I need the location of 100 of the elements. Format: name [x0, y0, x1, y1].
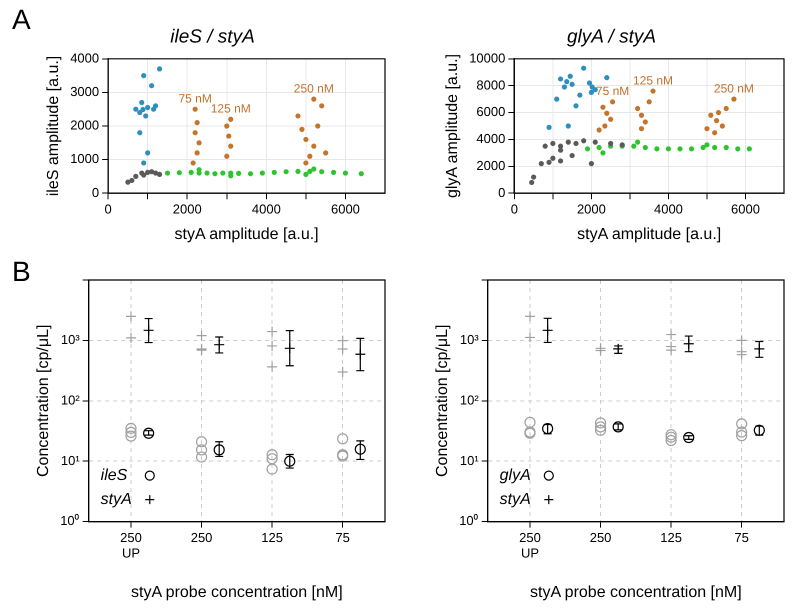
x-tick-label: 250 UP [519, 530, 541, 561]
point [176, 170, 182, 176]
x-tick-label: 125 [261, 530, 283, 545]
point [358, 171, 364, 176]
point [311, 166, 316, 172]
y-tick-label: 10¹ [60, 452, 80, 468]
point [604, 110, 610, 116]
point [554, 96, 560, 102]
point [542, 144, 548, 149]
y-tick-label: 10⁰ [60, 513, 80, 528]
point [531, 174, 536, 180]
point [642, 119, 648, 125]
point [319, 103, 324, 108]
point [600, 150, 606, 156]
point [712, 130, 718, 136]
point [562, 84, 568, 90]
point [164, 170, 170, 176]
y-axis-title: ileS amplitude [a.u.] [45, 56, 62, 196]
point [546, 160, 552, 165]
point [635, 140, 640, 145]
point [330, 170, 336, 175]
legend-label: glyA [500, 467, 531, 484]
point [592, 140, 598, 145]
point [194, 120, 200, 126]
point [566, 140, 571, 145]
x-tick-label: 250 [590, 530, 612, 545]
x-tick-label: 0 [510, 202, 518, 217]
x-tick-label: 250 [190, 530, 212, 545]
y-tick-label: 0 [498, 184, 506, 200]
text: B [12, 256, 31, 288]
x-tick-label: 4000 [252, 202, 281, 217]
point [635, 106, 640, 112]
point [228, 116, 234, 122]
point [546, 124, 552, 130]
point [129, 178, 134, 184]
annotation: 125 nM [633, 73, 674, 88]
x-tick-label: 2000 [172, 202, 202, 217]
x-tick-label: 250 UP [120, 530, 142, 561]
point [190, 160, 196, 166]
y-tick-label: 8000 [476, 77, 506, 92]
point [194, 150, 200, 156]
point [307, 154, 312, 159]
point [529, 180, 534, 186]
y-tick-label: 10² [460, 392, 480, 408]
point [152, 103, 158, 108]
point [248, 171, 254, 176]
point [224, 154, 230, 159]
point [342, 170, 348, 176]
point [638, 112, 644, 118]
point [570, 82, 575, 87]
point [568, 74, 573, 79]
x-axis-title: styA amplitude [a.u.] [577, 226, 722, 243]
y-tick-label: 10⁰ [459, 513, 479, 528]
point [295, 168, 301, 174]
point [666, 146, 672, 152]
legend-label: ileS [100, 467, 128, 484]
point [303, 172, 308, 177]
point [570, 152, 575, 158]
point [141, 73, 146, 78]
x-tick-label: 4000 [654, 202, 683, 217]
point [303, 160, 308, 166]
point [311, 96, 316, 102]
point [137, 110, 142, 116]
point [724, 144, 729, 150]
point [708, 112, 714, 118]
point [303, 136, 308, 142]
point [149, 83, 154, 88]
point [724, 106, 729, 112]
point [596, 144, 602, 150]
x-tick-label: 75 [734, 530, 749, 545]
point [688, 146, 694, 152]
text: A [12, 4, 31, 36]
y-axis-title: Concentration [cp/μL] [434, 324, 452, 478]
point [307, 168, 312, 174]
point [188, 170, 194, 175]
legend-label: styA [100, 491, 132, 508]
y-tick-label: 4000 [70, 50, 100, 66]
y-tick-label: 6000 [476, 104, 506, 120]
y-tick-label: 10000 [469, 50, 506, 66]
y-tick-label: 3000 [70, 84, 100, 99]
point [588, 161, 594, 166]
point [720, 123, 725, 129]
y-tick-label: 1000 [70, 151, 100, 166]
point [212, 171, 218, 176]
x-axis-title: styA amplitude [a.u.] [174, 226, 319, 243]
legend-label: styA [500, 491, 531, 508]
point [596, 127, 602, 133]
x-axis-title: styA probe concentration [nM] [130, 584, 343, 601]
point [638, 126, 644, 132]
annotation: 75 nM [178, 92, 212, 106]
point [700, 144, 706, 150]
point [145, 150, 150, 156]
point [139, 100, 144, 106]
x-tick-label: 75 [335, 530, 350, 545]
point [145, 104, 150, 110]
point [712, 144, 718, 150]
point [141, 160, 146, 166]
point [226, 133, 232, 139]
point [584, 146, 590, 152]
point [642, 144, 648, 150]
